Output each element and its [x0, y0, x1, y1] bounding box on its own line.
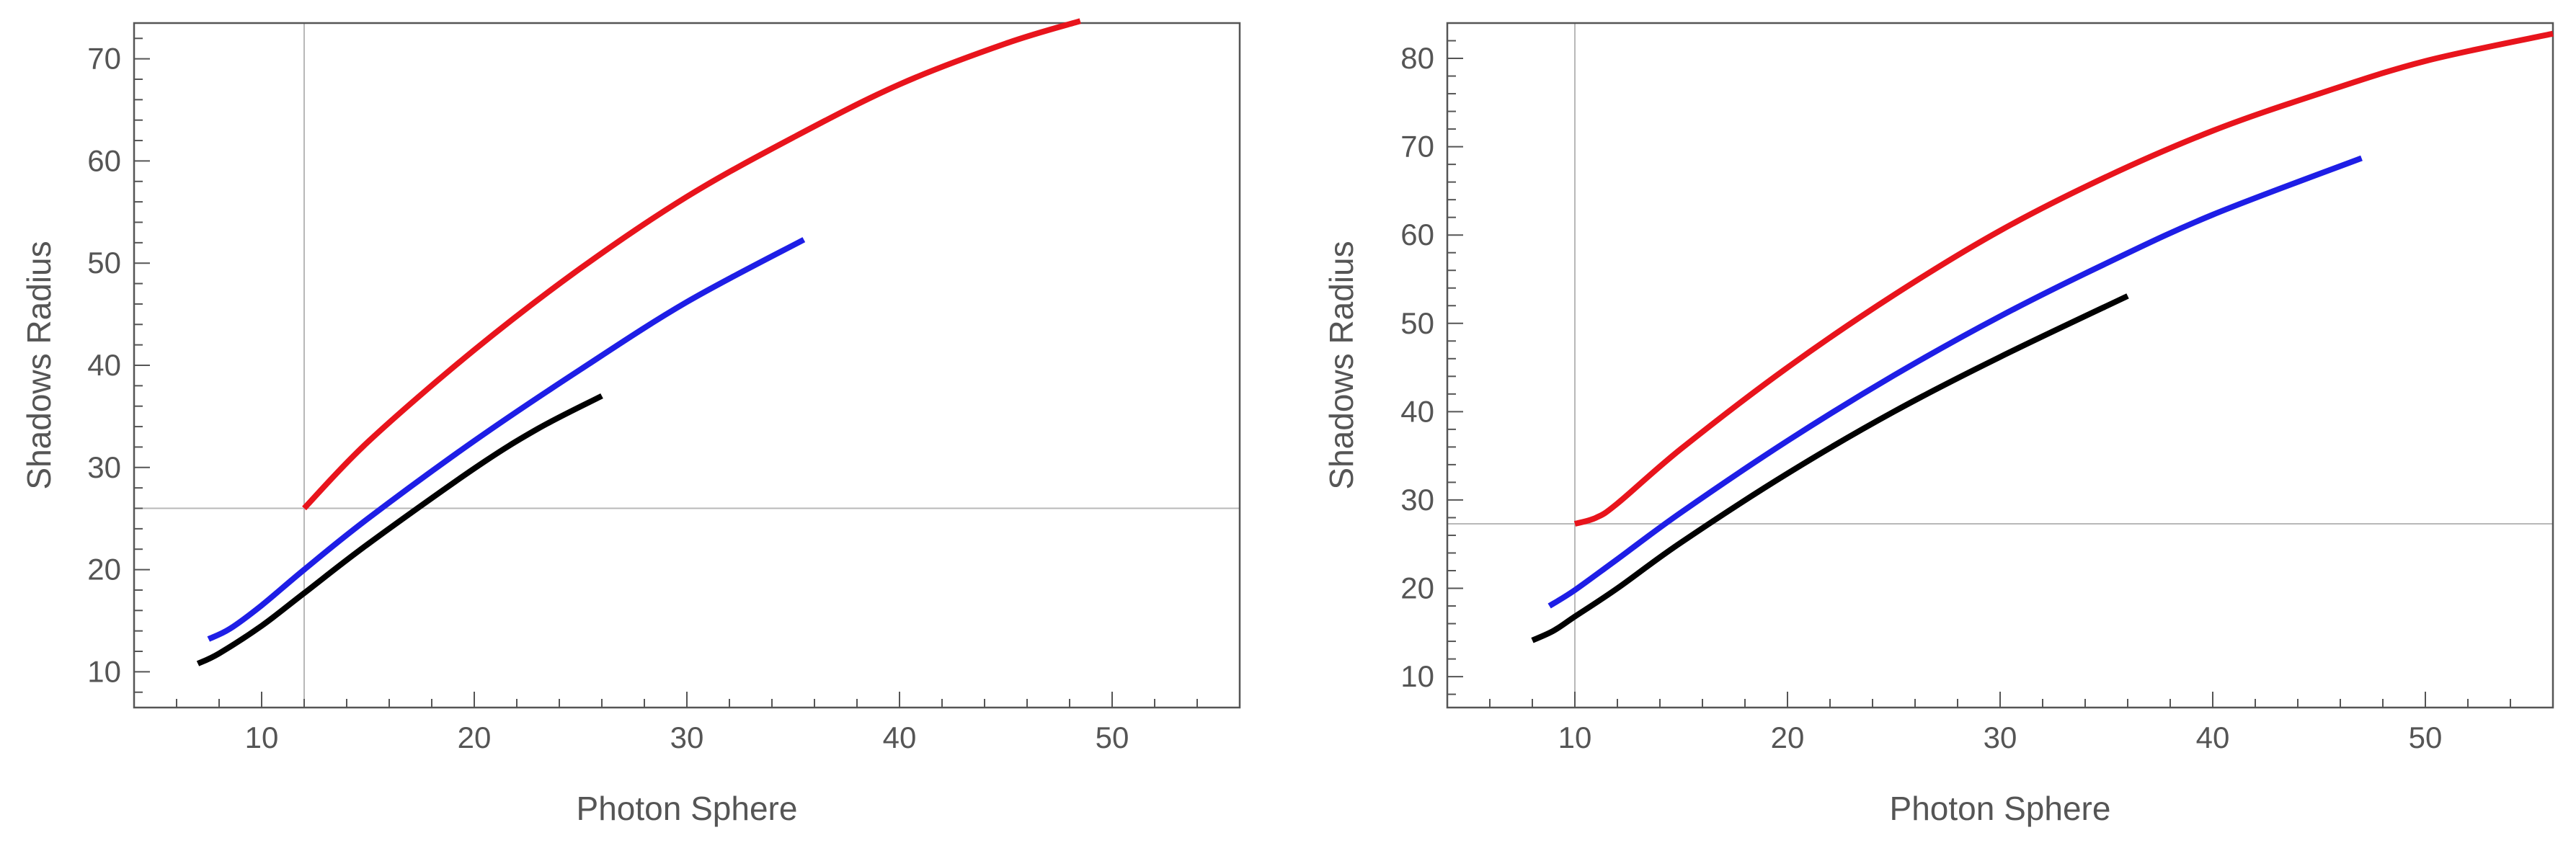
plot-frame [1446, 22, 2554, 709]
chart-panel-right: 10 20 30 40 50 10 20 30 40 50 60 70 80 Photon Sphere… [1288, 0, 2576, 843]
y-tick-label: 20 [87, 553, 121, 586]
y-tick-label: 60 [1400, 218, 1434, 251]
y-tick-label: 30 [1400, 483, 1434, 517]
series-line-3 [196, 393, 603, 666]
tick-labels: 10 20 30 40 50 10 20 30 40 50 60 70 80 [1400, 41, 2442, 754]
series-line-1 [302, 18, 1081, 511]
y-tick-label: 30 [87, 450, 121, 484]
y-tick-label: 70 [87, 42, 121, 76]
tick-labels: 10 20 30 40 50 10 20 30 40 50 60 70 [87, 42, 1129, 754]
series-line-3 [1531, 293, 2129, 643]
x-tick-label: 30 [670, 721, 704, 754]
series-lines [196, 18, 1081, 666]
plot-frame [133, 22, 1241, 709]
series-line-2 [207, 237, 806, 642]
y-tick-label: 20 [1400, 571, 1434, 605]
x-tick-label: 50 [1096, 721, 1129, 754]
x-axis-title: Photon Sphere [577, 790, 798, 827]
series-lines [1531, 30, 2554, 643]
line-chart-left: 10 20 30 40 50 10 20 30 40 50 60 70 Photon Sphere S… [20, 18, 1241, 827]
x-tick-label: 30 [1984, 721, 2017, 754]
y-tick-label: 50 [1400, 306, 1434, 340]
reference-lines [1447, 23, 2553, 708]
series-line-2 [1547, 155, 2363, 609]
chart-panel-left: 10 20 30 40 50 10 20 30 40 50 60 70 Photon Sphere S… [20, 18, 1241, 827]
y-tick-label: 10 [87, 654, 121, 688]
x-tick-label: 20 [458, 721, 492, 754]
x-axis-title: Photon Sphere [1890, 790, 2111, 827]
x-tick-label: 10 [245, 721, 279, 754]
y-tick-label: 40 [87, 348, 121, 382]
x-tick-label: 20 [1771, 721, 1805, 754]
y-tick-label: 70 [1400, 130, 1434, 164]
x-tick-label: 10 [1558, 721, 1592, 754]
line-chart-right: 10 20 30 40 50 10 20 30 40 50 60 70 80 Photon Sphere… [1323, 22, 2554, 827]
y-tick-label: 80 [1400, 41, 1434, 75]
y-tick-label: 40 [1400, 394, 1434, 428]
axis-ticks [133, 37, 1240, 708]
reference-lines [134, 23, 1240, 708]
y-tick-label: 50 [87, 246, 121, 280]
y-axis-title: Shadows Radius [1323, 241, 1360, 489]
y-tick-label: 10 [1400, 659, 1434, 693]
x-tick-label: 40 [883, 721, 917, 754]
series-line-1 [1573, 30, 2554, 527]
y-tick-label: 60 [87, 143, 121, 177]
x-tick-label: 40 [2196, 721, 2230, 754]
y-axis-title: Shadows Radius [20, 241, 58, 489]
x-tick-label: 50 [2409, 721, 2443, 754]
axis-ticks [1447, 22, 2554, 708]
